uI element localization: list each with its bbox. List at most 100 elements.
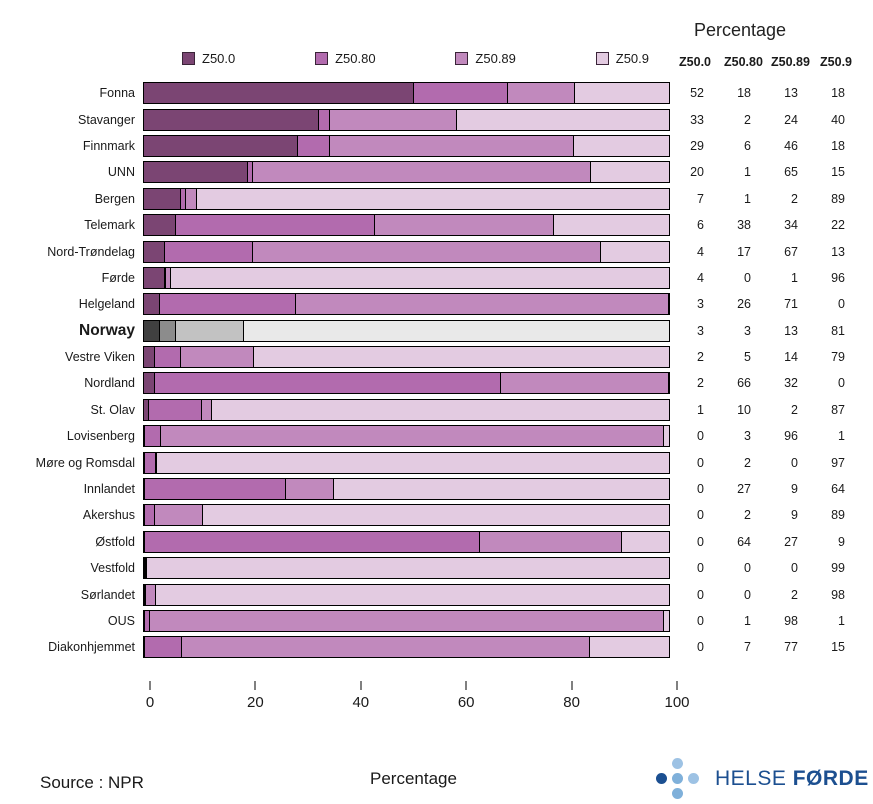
value-table-cell: 9 [791, 508, 798, 523]
bar-segment [144, 426, 145, 447]
bar-segment [253, 162, 591, 183]
legend-swatch-icon [595, 52, 609, 65]
stacked-bar [143, 266, 670, 289]
value-table-cell: 79 [831, 350, 845, 365]
value-table-cell: 2 [744, 112, 751, 127]
value-table-cell: 0 [791, 561, 798, 576]
value-table-cell: 0 [744, 270, 751, 285]
bar-segment [146, 558, 147, 579]
value-table-column-header: Z50.0 [679, 55, 711, 69]
category-label: Vestfold [90, 561, 135, 576]
bar-segment [150, 611, 664, 631]
axis-tick-label: 100 [664, 693, 690, 711]
bar-segment [144, 162, 248, 183]
chart-row: Stavanger 33 2 24 40 [0, 106, 873, 132]
bar-segment [165, 267, 171, 288]
chart-row: Møre og Romsdal 0 2 0 97 [0, 449, 873, 475]
bar-segment [145, 611, 151, 631]
bar-segment [145, 426, 161, 447]
logo-dot-top [672, 757, 683, 769]
value-table-cell: 2 [791, 191, 798, 206]
value-table-cell: 20 [690, 165, 704, 180]
value-table-cell: 87 [831, 402, 845, 417]
chart-row: Sørlandet 0 0 2 98 [0, 581, 873, 607]
chart-row: Akershus 0 2 9 89 [0, 502, 873, 528]
value-table-cell: 1 [791, 270, 798, 285]
bar-segment [175, 320, 244, 341]
bar-segment [319, 109, 330, 130]
bar-segment [663, 426, 669, 447]
logo-word-helse: HELSE [715, 766, 787, 790]
bar-segment [175, 215, 375, 236]
value-table-cell: 2 [791, 587, 798, 602]
stacked-bar [143, 451, 670, 474]
category-label: Vestre Viken [65, 350, 135, 365]
axis-tick [254, 680, 256, 690]
value-table-cell: 0 [744, 587, 751, 602]
bar-segment [144, 479, 145, 500]
value-table-cell: 0 [697, 534, 704, 549]
bar-chart-rows: Fonna 52 18 13 18 Stavanger 33 2 24 40 Finnmark 29 6… [0, 80, 873, 661]
value-table-cell: 5 [744, 350, 751, 365]
category-label: Fonna [99, 86, 135, 101]
chart-row: UNN 20 1 65 15 [0, 159, 873, 185]
bar-segment [155, 452, 157, 473]
value-table-cell: 71 [784, 297, 798, 312]
stacked-bar [143, 161, 670, 184]
stacked-bar [143, 610, 670, 632]
category-label: Finnmark [82, 138, 135, 153]
value-table-cell: 24 [784, 112, 798, 127]
stacked-bar [143, 372, 670, 395]
bar-segment [144, 558, 145, 579]
chart-row: Innlandet 0 27 9 64 [0, 476, 873, 502]
bar-segment [456, 109, 669, 130]
chart-row: Førde 4 0 1 96 [0, 265, 873, 291]
chart-row: St. Olav 1 10 2 87 [0, 397, 873, 423]
stacked-bar [143, 478, 670, 501]
value-table-cell: 1 [838, 429, 845, 444]
category-label: Akershus [82, 508, 135, 523]
stacked-bar [143, 214, 670, 237]
value-table-cell: 52 [690, 86, 704, 101]
logo-dots-icon [655, 757, 701, 801]
legend-item: Z50.80 [315, 51, 376, 66]
category-label: Lovisenberg [66, 429, 135, 444]
value-table-cell: 46 [784, 138, 798, 153]
bar-segment [145, 505, 156, 526]
source-note: Source : NPR [40, 772, 144, 792]
category-label: Nordland [84, 376, 135, 391]
bar-segment [212, 399, 669, 420]
category-label: UNN [107, 165, 135, 180]
category-label: Sørlandet [80, 587, 135, 602]
bar-segment [375, 215, 554, 236]
bar-segment [296, 294, 669, 315]
value-table-cell: 4 [697, 270, 704, 285]
category-label: Bergen [94, 191, 135, 206]
value-table-cell: 98 [784, 614, 798, 628]
bar-segment [591, 162, 669, 183]
bar-segment [144, 267, 165, 288]
chart-row: Diakonhjemmet 0 7 77 15 [0, 634, 873, 660]
category-label: Innlandet [83, 482, 135, 497]
category-label: Førde [101, 270, 135, 285]
value-table-cell: 77 [784, 640, 798, 655]
value-table-cell: 7 [744, 640, 751, 655]
value-table-cell: 29 [690, 138, 704, 153]
bar-segment [144, 294, 160, 315]
bar-segment [575, 83, 669, 104]
value-table-cell: 0 [697, 508, 704, 523]
bar-segment [144, 505, 145, 526]
legend-swatch-icon [455, 52, 469, 65]
bar-segment [297, 135, 330, 156]
bar-segment [159, 320, 176, 341]
value-table-cell: 1 [697, 402, 704, 417]
chart-row: Nord-Trøndelag 4 17 67 13 [0, 238, 873, 264]
chart-row: OUS 0 1 98 1 [0, 608, 873, 634]
chart-header: Percentage Z50.0 Z50.80 Z50.89 Z50.9 Z50.0 Z… [0, 0, 873, 80]
value-table-cell: 67 [784, 244, 798, 259]
bar-segment [156, 584, 669, 605]
stacked-bar [143, 636, 670, 659]
value-table-cell: 65 [784, 165, 798, 180]
bar-segment [414, 83, 508, 104]
stacked-bar [143, 319, 670, 342]
